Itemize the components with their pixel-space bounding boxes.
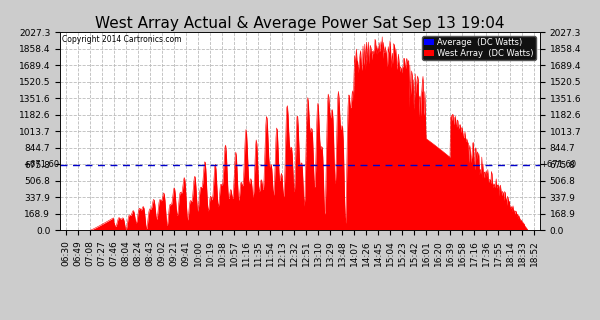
- Text: +671.60: +671.60: [541, 160, 577, 169]
- Legend: Average  (DC Watts), West Array  (DC Watts): Average (DC Watts), West Array (DC Watts…: [422, 36, 536, 60]
- Title: West Array Actual & Average Power Sat Sep 13 19:04: West Array Actual & Average Power Sat Se…: [95, 16, 505, 31]
- Text: Copyright 2014 Cartronics.com: Copyright 2014 Cartronics.com: [62, 35, 182, 44]
- Text: +671.60: +671.60: [23, 160, 59, 169]
